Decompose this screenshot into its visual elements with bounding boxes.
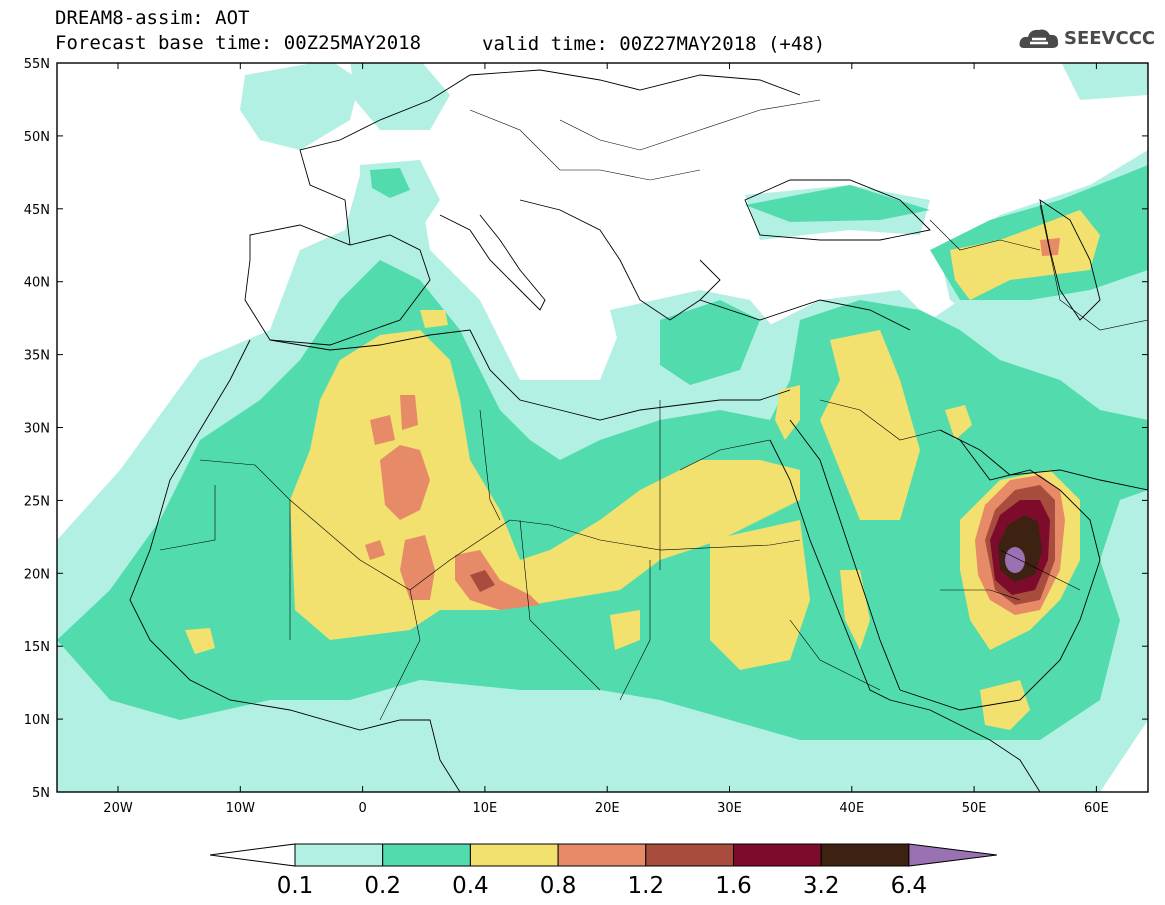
colorbar-swatch xyxy=(294,843,384,867)
logo-text: SEEVCCC xyxy=(1064,28,1156,49)
lat-label: 25N xyxy=(24,494,50,509)
colorbar-label: 1.6 xyxy=(715,873,752,899)
country-borders xyxy=(159,99,1148,721)
colorbar-swatch xyxy=(382,843,471,867)
colorbar-swatch xyxy=(557,843,647,867)
lon-label: 10W xyxy=(226,801,256,816)
lon-label: 20W xyxy=(103,801,133,816)
colorbar-label: 3.2 xyxy=(803,873,840,899)
lon-label: 50E xyxy=(962,801,987,816)
aot-contour-6.4 xyxy=(1005,547,1025,573)
lat-label: 10N xyxy=(24,713,50,728)
lon-label: 40E xyxy=(839,801,864,816)
lat-label: 45N xyxy=(24,203,50,218)
lat-label: 30N xyxy=(24,422,50,437)
lon-label: 0 xyxy=(358,801,366,816)
aot-field xyxy=(57,63,1148,792)
colorbar: 0.1 0.2 0.4 0.8 1.2 1.6 3.2 6.4 xyxy=(209,843,997,899)
forecast-base-time: Forecast base time: 00Z25MAY2018 xyxy=(55,32,422,54)
colorbar-label: 6.4 xyxy=(891,873,928,899)
colorbar-swatch xyxy=(645,843,734,867)
longitude-axis: 20W 10W 0 10E 20E 30E 40E 50E 60E xyxy=(103,63,1109,816)
colorbar-swatch xyxy=(733,843,822,867)
cloud-icon xyxy=(1019,29,1059,48)
lon-label: 60E xyxy=(1084,801,1109,816)
colorbar-label: 1.2 xyxy=(628,873,665,899)
lat-label: 15N xyxy=(24,640,50,655)
lon-label: 30E xyxy=(717,801,742,816)
coastlines xyxy=(129,69,1148,792)
lat-label: 40N xyxy=(24,276,50,291)
lon-label: 10E xyxy=(473,801,498,816)
colorbar-swatch xyxy=(820,843,910,867)
lat-label: 20N xyxy=(24,567,50,582)
colorbar-label: 0.2 xyxy=(364,873,401,899)
forecast-valid-time: valid time: 00Z27MAY2018 (+48) xyxy=(482,33,826,55)
lat-label: 50N xyxy=(24,130,50,145)
colorbar-min-arrow xyxy=(209,843,296,867)
lat-label: 35N xyxy=(24,349,50,364)
lat-label: 5N xyxy=(32,786,50,801)
colorbar-label: 0.1 xyxy=(277,873,314,899)
colorbar-label: 0.8 xyxy=(540,873,577,899)
latitude-axis: 55N 50N 45N 40N 35N 30N 25N 20N 15N 10N 5N xyxy=(24,57,1148,801)
lat-label: 55N xyxy=(24,57,50,72)
lon-label: 20E xyxy=(595,801,620,816)
colorbar-swatch xyxy=(469,843,559,867)
map-title: DREAM8-assim: AOT xyxy=(55,7,250,29)
colorbar-max-arrow xyxy=(908,843,997,867)
colorbar-label: 0.4 xyxy=(452,873,489,899)
